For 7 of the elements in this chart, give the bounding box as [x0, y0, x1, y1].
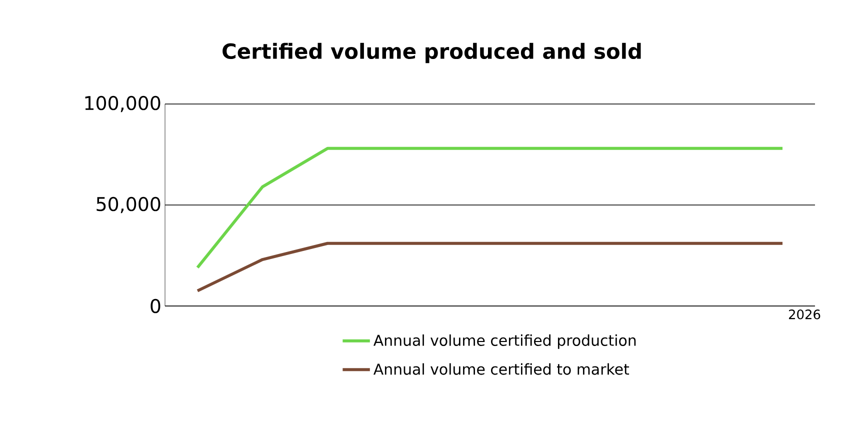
legend-label: Annual volume certified to market [373, 363, 630, 375]
legend-label: Annual volume certified production [373, 334, 636, 349]
y-tick-label: 100,000 [85, 96, 160, 112]
chart-title: Certified volume produced and sold [222, 42, 641, 64]
y-tick-label: 50,000 [96, 196, 160, 214]
y-tick-label: 0 [150, 298, 160, 314]
x-tick-label: 2026 [788, 310, 820, 320]
